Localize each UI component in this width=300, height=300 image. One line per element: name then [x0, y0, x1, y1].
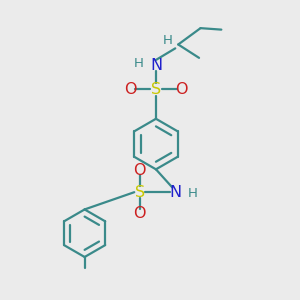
Text: O: O [133, 206, 146, 220]
Text: O: O [124, 82, 137, 97]
Text: S: S [151, 82, 161, 97]
Text: O: O [133, 163, 146, 178]
Text: H: H [134, 57, 144, 70]
Text: N: N [169, 185, 181, 200]
Text: H: H [187, 187, 197, 200]
Text: H: H [163, 34, 173, 46]
Text: S: S [134, 185, 145, 200]
Text: N: N [150, 58, 162, 73]
Text: O: O [175, 82, 188, 97]
